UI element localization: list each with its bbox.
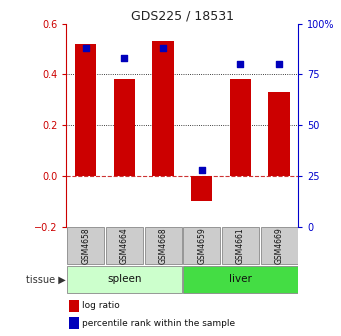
Point: [160, 45, 166, 51]
Bar: [268, 92, 290, 176]
Bar: [67, 227, 104, 264]
Point: [276, 61, 282, 67]
Text: GSM4669: GSM4669: [275, 227, 284, 264]
Text: GSM4664: GSM4664: [120, 227, 129, 264]
Text: tissue ▶: tissue ▶: [26, 275, 66, 284]
Bar: [152, 41, 174, 176]
Bar: [75, 44, 97, 176]
Bar: [114, 79, 135, 176]
Text: GSM4659: GSM4659: [197, 227, 206, 264]
Text: spleen: spleen: [107, 275, 142, 284]
Text: log ratio: log ratio: [81, 301, 119, 310]
Point: [238, 61, 243, 67]
Bar: [69, 317, 79, 329]
Bar: [183, 227, 220, 264]
Point: [122, 55, 127, 61]
Text: liver: liver: [229, 275, 252, 284]
Point: [199, 167, 205, 172]
Bar: [191, 176, 212, 201]
Bar: [69, 300, 79, 311]
Bar: [261, 227, 298, 264]
Bar: [67, 266, 182, 293]
Bar: [106, 227, 143, 264]
Text: GSM4668: GSM4668: [159, 227, 168, 264]
Text: GSM4661: GSM4661: [236, 227, 245, 264]
Point: [83, 45, 89, 51]
Bar: [222, 227, 259, 264]
Title: GDS225 / 18531: GDS225 / 18531: [131, 9, 234, 23]
Bar: [230, 79, 251, 176]
Text: GSM4658: GSM4658: [81, 227, 90, 264]
Bar: [145, 227, 182, 264]
Text: percentile rank within the sample: percentile rank within the sample: [81, 319, 235, 328]
Bar: [183, 266, 298, 293]
